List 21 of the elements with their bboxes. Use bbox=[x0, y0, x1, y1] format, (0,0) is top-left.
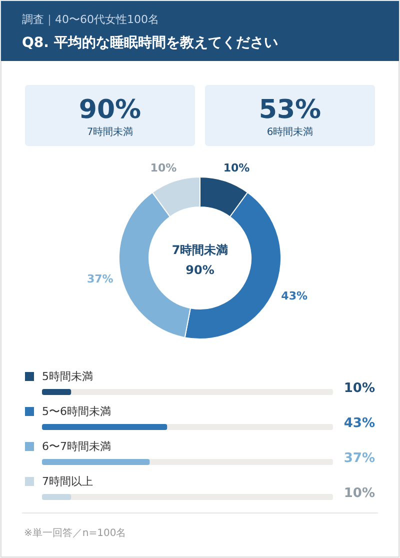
text: 調査｜40〜60代女性100名 bbox=[22, 13, 159, 26]
data-label: 10% bbox=[150, 162, 177, 175]
text: ※単一回答／n=100名 bbox=[24, 527, 126, 539]
text: 6時間未満 bbox=[266, 126, 314, 138]
y-tick-label: 5〜6時間未満 bbox=[42, 405, 111, 418]
text: 53% bbox=[258, 95, 322, 125]
text: 7時間未満 bbox=[86, 126, 134, 138]
y-tick-label: 5時間未満 bbox=[42, 370, 93, 383]
data-label: 10% bbox=[344, 381, 375, 396]
data-label: 43% bbox=[281, 290, 308, 303]
y-tick-label: 7時間以上 bbox=[42, 475, 93, 488]
text: Q8. 平均的な睡眠時間を教えてください bbox=[22, 35, 278, 51]
y-tick-label: 6〜7時間未満 bbox=[42, 440, 111, 453]
text: 7時間未満 bbox=[172, 243, 228, 257]
data-label: 37% bbox=[86, 272, 114, 286]
data-label: 43% bbox=[344, 416, 375, 431]
text: 90% bbox=[186, 263, 214, 277]
data-label: 10% bbox=[223, 162, 250, 175]
data-label: 37% bbox=[344, 451, 375, 466]
data-label: 10% bbox=[344, 486, 375, 501]
text: 90% bbox=[78, 95, 142, 125]
